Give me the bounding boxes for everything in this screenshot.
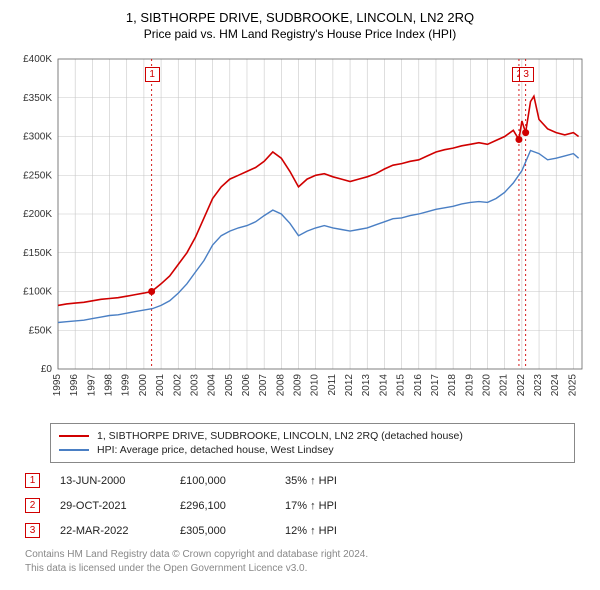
svg-text:2004: 2004 xyxy=(207,374,218,397)
transaction-row: 3 22-MAR-2022 £305,000 12% ↑ HPI xyxy=(25,523,580,538)
transaction-marker: 2 xyxy=(25,498,40,513)
footer-attribution: Contains HM Land Registry data © Crown c… xyxy=(25,548,590,576)
chart-subtitle: Price paid vs. HM Land Registry's House … xyxy=(10,27,590,41)
transaction-row: 1 13-JUN-2000 £100,000 35% ↑ HPI xyxy=(25,473,580,488)
legend: 1, SIBTHORPE DRIVE, SUDBROOKE, LINCOLN, … xyxy=(50,423,575,463)
svg-text:£150K: £150K xyxy=(23,248,52,259)
svg-text:2016: 2016 xyxy=(413,374,424,397)
line-chart-svg: £0 £50K £100K £150K £200K £250K £300K £350K £400… xyxy=(10,49,590,419)
svg-text:2024: 2024 xyxy=(550,374,561,397)
transaction-date: 29-OCT-2021 xyxy=(60,500,160,512)
svg-text:1997: 1997 xyxy=(86,374,97,397)
svg-text:2005: 2005 xyxy=(224,374,235,397)
svg-text:2009: 2009 xyxy=(293,374,304,397)
svg-text:2002: 2002 xyxy=(172,374,183,397)
svg-text:2022: 2022 xyxy=(516,374,527,397)
svg-text:£300K: £300K xyxy=(23,132,52,143)
chart-title: 1, SIBTHORPE DRIVE, SUDBROOKE, LINCOLN, … xyxy=(10,10,590,25)
svg-text:2019: 2019 xyxy=(464,374,475,397)
svg-text:2018: 2018 xyxy=(447,374,458,397)
svg-text:1998: 1998 xyxy=(104,374,115,397)
transaction-marker: 1 xyxy=(25,473,40,488)
svg-text:1996: 1996 xyxy=(69,374,80,397)
svg-text:2012: 2012 xyxy=(344,374,355,397)
legend-label: 1, SIBTHORPE DRIVE, SUDBROOKE, LINCOLN, … xyxy=(97,430,463,442)
svg-text:1999: 1999 xyxy=(121,374,132,397)
svg-text:2023: 2023 xyxy=(533,374,544,397)
svg-text:£200K: £200K xyxy=(23,209,52,220)
svg-text:2007: 2007 xyxy=(258,374,269,397)
transaction-date: 22-MAR-2022 xyxy=(60,525,160,537)
svg-text:2001: 2001 xyxy=(155,374,166,397)
svg-text:2015: 2015 xyxy=(396,374,407,397)
chart-marker: 1 xyxy=(145,67,160,82)
svg-text:2010: 2010 xyxy=(310,374,321,397)
chart-container: 1, SIBTHORPE DRIVE, SUDBROOKE, LINCOLN, … xyxy=(0,0,600,584)
svg-text:£0: £0 xyxy=(41,364,53,375)
svg-text:£100K: £100K xyxy=(23,287,52,298)
transaction-price: £305,000 xyxy=(180,525,265,537)
transaction-delta: 17% ↑ HPI xyxy=(285,500,395,512)
legend-swatch xyxy=(59,435,89,437)
transaction-date: 13-JUN-2000 xyxy=(60,475,160,487)
svg-text:2000: 2000 xyxy=(138,374,149,397)
legend-row: 1, SIBTHORPE DRIVE, SUDBROOKE, LINCOLN, … xyxy=(59,430,566,442)
chart-area: £0 £50K £100K £150K £200K £250K £300K £350K £400… xyxy=(10,49,590,419)
svg-text:2014: 2014 xyxy=(378,374,389,397)
svg-text:2011: 2011 xyxy=(327,374,338,396)
legend-swatch xyxy=(59,449,89,451)
transaction-price: £296,100 xyxy=(180,500,265,512)
svg-text:2025: 2025 xyxy=(567,374,578,397)
chart-marker: 3 xyxy=(519,67,534,82)
transaction-row: 2 29-OCT-2021 £296,100 17% ↑ HPI xyxy=(25,498,580,513)
svg-text:2021: 2021 xyxy=(499,374,510,397)
svg-text:2006: 2006 xyxy=(241,374,252,397)
svg-text:£400K: £400K xyxy=(23,54,52,65)
legend-row: HPI: Average price, detached house, West… xyxy=(59,444,566,456)
transaction-price: £100,000 xyxy=(180,475,265,487)
transaction-marker: 3 xyxy=(25,523,40,538)
transactions-table: 1 13-JUN-2000 £100,000 35% ↑ HPI 2 29-OCT-202… xyxy=(25,473,580,538)
svg-text:£350K: £350K xyxy=(23,93,52,104)
svg-text:2017: 2017 xyxy=(430,374,441,397)
svg-text:2020: 2020 xyxy=(482,374,493,397)
footer-line-2: This data is licensed under the Open Gov… xyxy=(25,562,590,576)
svg-text:2013: 2013 xyxy=(361,374,372,397)
svg-text:1995: 1995 xyxy=(52,374,63,397)
legend-label: HPI: Average price, detached house, West… xyxy=(97,444,334,456)
transaction-delta: 35% ↑ HPI xyxy=(285,475,395,487)
svg-text:£250K: £250K xyxy=(23,170,52,181)
transaction-delta: 12% ↑ HPI xyxy=(285,525,395,537)
footer-line-1: Contains HM Land Registry data © Crown c… xyxy=(25,548,590,562)
svg-text:£50K: £50K xyxy=(29,325,53,336)
svg-text:2003: 2003 xyxy=(189,374,200,397)
svg-text:2008: 2008 xyxy=(275,374,286,397)
